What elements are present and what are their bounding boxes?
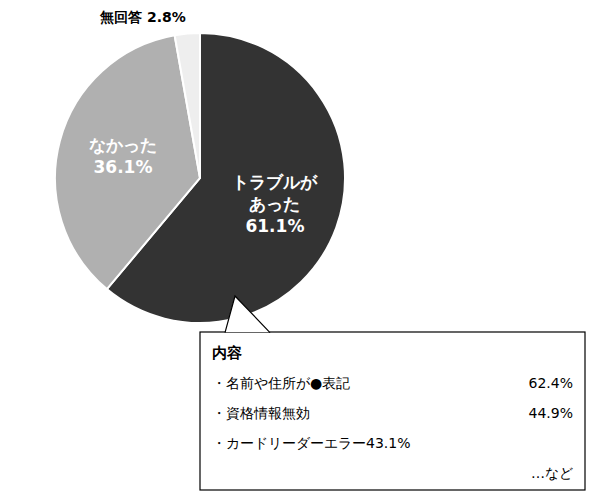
pie: [55, 33, 345, 323]
slice: [55, 35, 200, 289]
category-label: なかった: [89, 135, 157, 155]
category-label: あった: [249, 194, 300, 214]
slice-label: トラブルがあった61.1%: [232, 172, 318, 236]
annotation-box: [200, 332, 585, 490]
annotation-value: 44.9%: [529, 405, 573, 421]
slice-label: 無回答 2.8%: [99, 9, 186, 25]
chart: トラブルがあった61.1% なかった36.1% 無回答 2.8% 内容・名前や住所が●表…: [0, 0, 600, 497]
annotation-line: ・名前や住所が●表記: [212, 375, 350, 391]
annotation-title: 内容: [212, 344, 242, 362]
annotation-line: ・資格情報無効: [212, 405, 310, 421]
value-label: 36.1%: [93, 157, 152, 177]
annotation: 内容・名前や住所が●表記 62.4% ・資格情報無効 44.9% ・カードリーダーエラー…: [200, 296, 585, 490]
slice-labels: トラブルがあった61.1% なかった36.1% 無回答 2.8%: [89, 9, 319, 237]
annotation-line: ・カードリーダーエラー43.1%: [212, 435, 410, 451]
slice-label: なかった36.1%: [89, 135, 157, 177]
category-label: トラブルが: [232, 172, 318, 192]
category-label: 無回答: [99, 9, 142, 25]
value-label: 2.8%: [147, 9, 186, 25]
slice: [175, 33, 200, 178]
callout-fill: [225, 296, 270, 332]
annotation-line: …など: [531, 465, 573, 481]
callout: [225, 296, 270, 333]
value-label: 61.1%: [245, 216, 304, 236]
annotation-value: 62.4%: [529, 375, 573, 391]
